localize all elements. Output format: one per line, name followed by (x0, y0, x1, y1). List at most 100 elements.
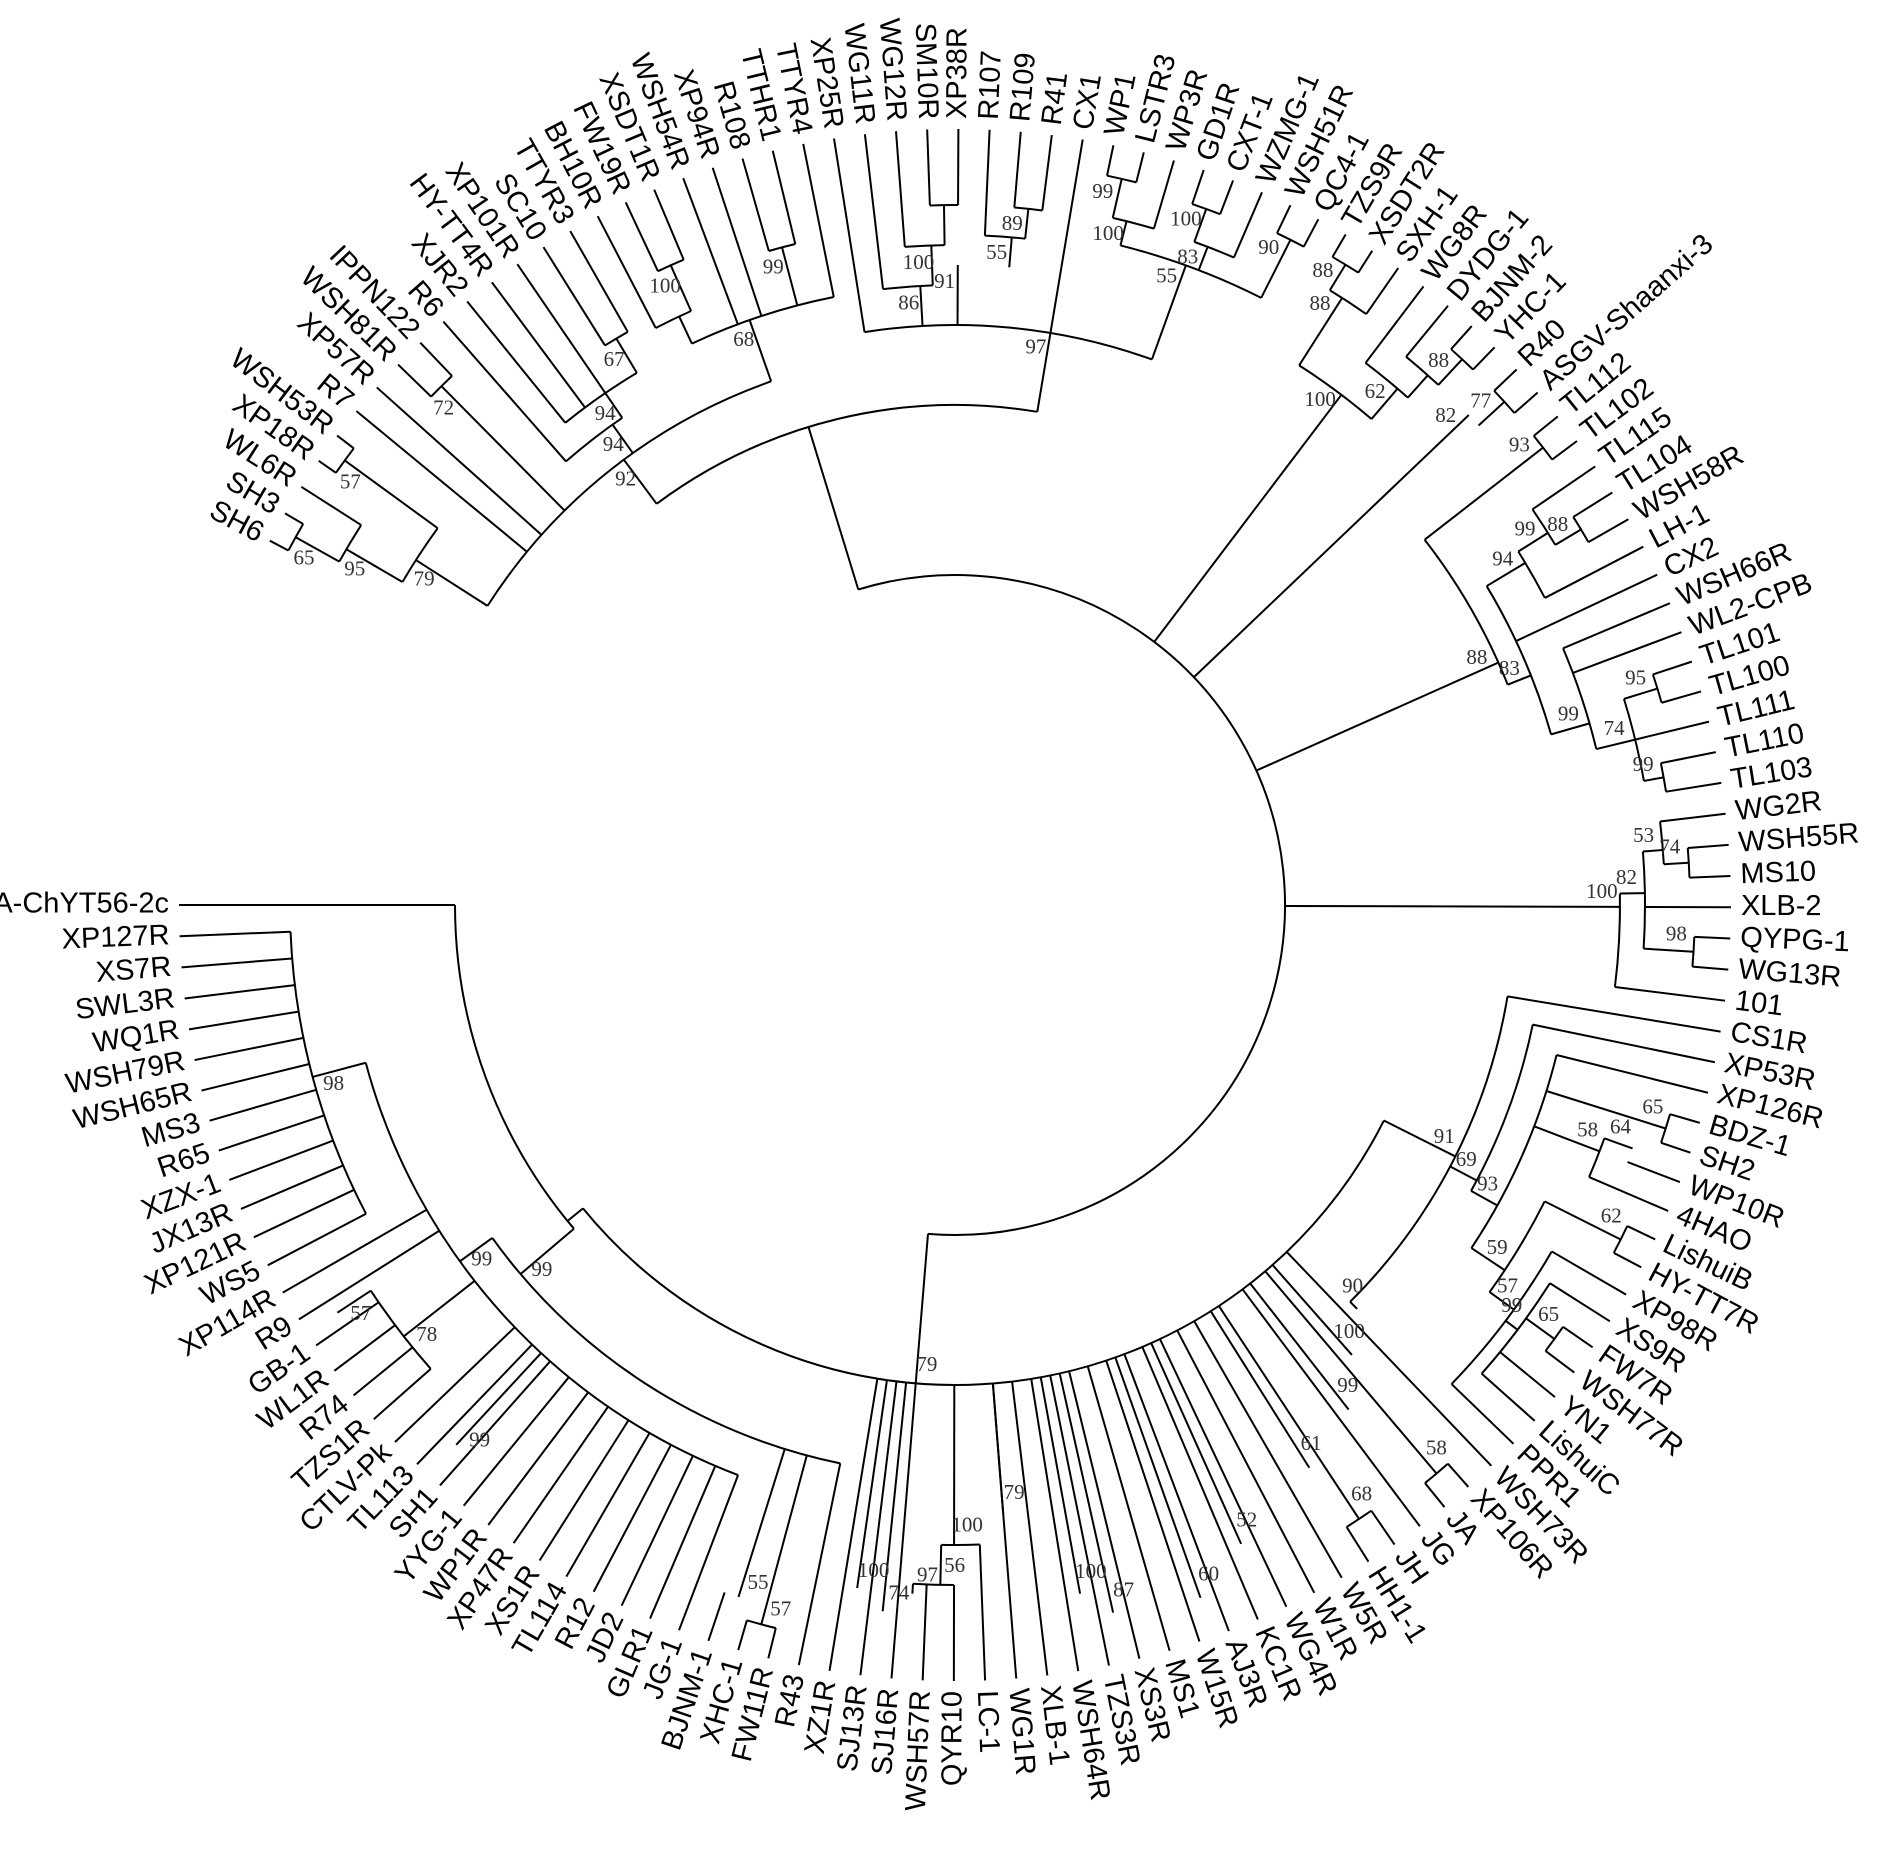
clade-arc (1562, 647, 1598, 750)
leaf-branch (1424, 1482, 1446, 1508)
leaf-branch (707, 1592, 726, 1642)
leaf-branch (228, 1139, 334, 1181)
clade-arc (1623, 698, 1645, 782)
clade-arc (657, 258, 685, 273)
leaf-branch (894, 131, 906, 247)
bootstrap-value: 88 (1309, 291, 1330, 315)
leaf-label: SJ16R (866, 1687, 905, 1776)
clade-branch (748, 319, 773, 382)
clade-arc (1470, 1054, 1558, 1249)
clade-branch (344, 459, 439, 529)
clade-arc (1612, 1225, 1629, 1254)
clade-branch (1024, 208, 1030, 239)
bootstrap-value: 100 (951, 1513, 983, 1537)
bootstrap-value: 90 (1342, 1274, 1363, 1298)
root-arc (857, 574, 1287, 1236)
leaf-branch (828, 1378, 879, 1671)
leaf-branch (184, 984, 295, 1000)
leaf-branch (1286, 1251, 1493, 1467)
clade-branch (1505, 1319, 1519, 1331)
leaf-branch (1572, 491, 1613, 518)
clade-branch (1383, 1119, 1456, 1158)
leaf-label: R41 (1036, 70, 1074, 127)
leaf-branch (767, 1627, 777, 1659)
bootstrap-value: 91 (1434, 1124, 1455, 1148)
leaf-branch (983, 129, 991, 236)
leaf-label: SM10R (909, 22, 944, 120)
bootstrap-value: 95 (1625, 665, 1646, 689)
leaf-branch (1357, 250, 1374, 274)
leaf-branch (1499, 1351, 1556, 1398)
leaf-branch (1159, 1338, 1288, 1608)
leaf-branch (1193, 1320, 1343, 1579)
clade-arc (1450, 348, 1474, 371)
clade-arc (369, 1290, 432, 1370)
clade-arc (1532, 435, 1553, 461)
leaf-branch (1105, 1360, 1201, 1642)
clade-branch (1643, 776, 1664, 782)
leaf-branch (1551, 1250, 1627, 1296)
clade-branch (1550, 722, 1590, 736)
leaf-branch (802, 143, 835, 298)
bootstrap-value: 98 (323, 1071, 344, 1095)
bootstrap-value: 93 (1477, 1171, 1498, 1195)
leaf-label: LC-1 (971, 1690, 1005, 1754)
bootstrap-value: 52 (1236, 1507, 1257, 1531)
clade-branch (1470, 1190, 1498, 1207)
bootstrap-value: 86 (898, 291, 919, 315)
leaf-branch (1613, 1251, 1642, 1269)
leaf-branch (1532, 1023, 1716, 1064)
clade-branch (1298, 297, 1343, 366)
clade-arc (912, 1582, 955, 1586)
leaf-branch (1049, 139, 1084, 334)
clade-branch (1349, 1301, 1358, 1310)
leaf-label: XP38R (941, 27, 973, 119)
leaf-branch (466, 300, 567, 424)
bootstrap-value: 79 (916, 1352, 937, 1376)
clade-branch (781, 247, 799, 306)
bootstrap-value: 100 (649, 274, 681, 298)
leaf-branch (1030, 1378, 1080, 1672)
bootstrap-value: 69 (1456, 1147, 1477, 1171)
clade-arc (491, 1237, 841, 1465)
leaf-branch (832, 138, 866, 333)
leaf-branch (1660, 1141, 1691, 1154)
leaf-branch (1626, 1225, 1656, 1241)
bootstrap-value: 100 (1586, 879, 1618, 903)
clade-branch (737, 1448, 786, 1598)
clade-arc (864, 324, 1153, 361)
leaf-branch (1562, 1325, 1594, 1349)
clade-arc (401, 527, 439, 583)
bootstrap-value: 99 (1633, 752, 1654, 776)
leaf-branch (1365, 267, 1400, 315)
leaf-branch (1513, 391, 1539, 414)
clade-branch (991, 1383, 1005, 1514)
leaf-branch (1588, 1176, 1669, 1212)
clade-branch (1284, 904, 1621, 908)
leaf-branch (1219, 180, 1235, 215)
leaf-branch (1634, 720, 1710, 741)
clade-branch (604, 392, 624, 419)
leaf-branch (1533, 415, 1559, 437)
leaf-branch (1562, 602, 1671, 650)
clade-branch (1525, 1317, 1555, 1340)
bootstrap-value: 55 (986, 240, 1007, 264)
clade-arc (604, 330, 629, 347)
clade-arc (1120, 244, 1262, 299)
clade-branch (1249, 1282, 1350, 1411)
clade-branch (1193, 414, 1470, 678)
clade-arc (1106, 174, 1137, 184)
leaf-branch (318, 460, 337, 474)
clade-branch (1544, 1200, 1622, 1241)
bootstrap-value: 92 (615, 467, 636, 491)
clade-arc (746, 1619, 777, 1630)
bootstrap-value: 56 (944, 1553, 965, 1577)
leaf-branch (1515, 573, 1658, 642)
clade-arc (1531, 508, 1557, 546)
leaf-branch (1472, 346, 1496, 371)
bootstrap-value: 82 (1435, 403, 1456, 427)
clade-branch (1470, 1247, 1506, 1272)
leaf-branch (1480, 1372, 1536, 1422)
bootstrap-value: 95 (344, 557, 365, 581)
bootstrap-value: 83 (1499, 656, 1520, 680)
